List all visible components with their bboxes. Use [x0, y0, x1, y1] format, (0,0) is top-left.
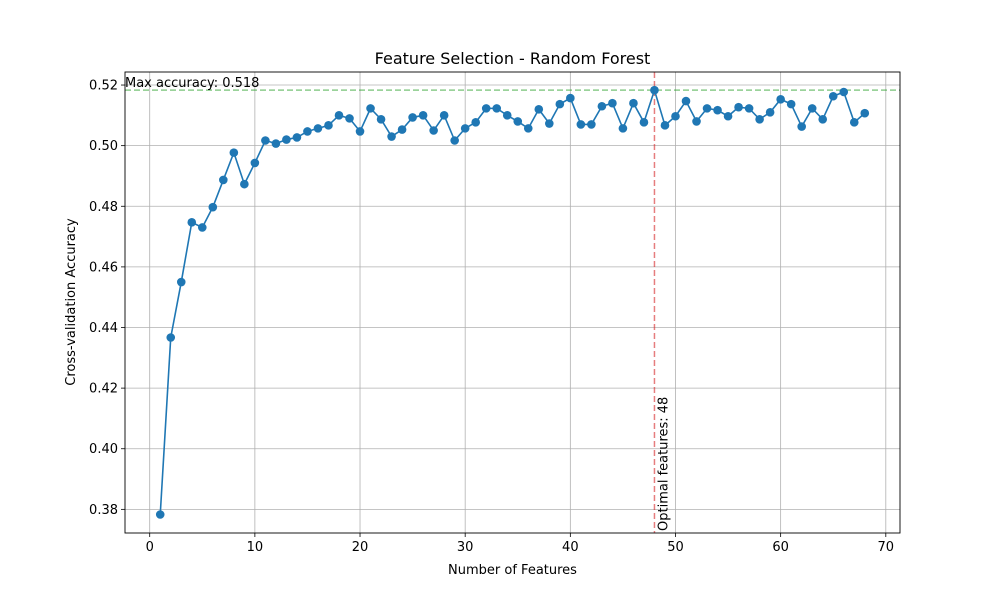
- data-point: [208, 202, 218, 212]
- data-point: [849, 118, 859, 127]
- data-point: [492, 104, 502, 113]
- data-point: [755, 114, 764, 124]
- data-point: [576, 120, 586, 129]
- data-point: [797, 122, 806, 131]
- axes: 0 10 20 30 40 50 60 70 0.38 0.40 0.42 0.44 0.46 0.48 0…: [89, 71, 901, 555]
- data-point: [155, 510, 165, 519]
- data-point: [618, 124, 628, 133]
- chart-title: Feature Selection - Random Forest: [375, 49, 651, 68]
- data-point: [481, 104, 491, 113]
- data-point: [166, 333, 176, 342]
- series-accuracy: [155, 85, 870, 519]
- x-tick-label: 20: [352, 540, 369, 555]
- data-point: [219, 175, 228, 185]
- data-point: [523, 124, 533, 133]
- data-point: [629, 98, 638, 108]
- data-point: [692, 117, 701, 126]
- data-point: [597, 101, 607, 111]
- plot-frame: [124, 71, 901, 534]
- data-point: [303, 127, 312, 136]
- data-point: [671, 111, 680, 121]
- y-tick-label: 0.48: [89, 200, 118, 215]
- x-tick-label: 60: [772, 540, 789, 555]
- data-point: [345, 114, 354, 123]
- data-point: [176, 277, 186, 287]
- data-point: [439, 111, 449, 120]
- data-point: [734, 102, 743, 112]
- x-tick-label: 70: [878, 540, 895, 555]
- y-tick-label: 0.52: [89, 79, 118, 94]
- data-point: [839, 87, 849, 97]
- y-tick-label: 0.50: [89, 139, 118, 154]
- data-point: [681, 96, 691, 106]
- data-point: [545, 119, 554, 128]
- grid: [125, 72, 900, 533]
- optimal-features-annotation: Optimal features: 48: [656, 397, 671, 531]
- data-point: [513, 117, 523, 126]
- data-point: [639, 118, 649, 127]
- data-point: [471, 118, 480, 127]
- y-tick-label: 0.46: [89, 260, 118, 275]
- data-point: [765, 108, 775, 117]
- x-tick-label: 10: [247, 540, 264, 555]
- data-point: [744, 104, 754, 113]
- data-point: [366, 104, 375, 113]
- data-point: [282, 135, 291, 144]
- data-point: [502, 111, 512, 120]
- y-tick-label: 0.40: [89, 442, 118, 457]
- x-axis-label: Number of Features: [448, 563, 577, 578]
- data-point: [313, 124, 323, 133]
- y-axis-label: Cross-validation Accuracy: [64, 218, 79, 386]
- data-point: [534, 104, 544, 114]
- data-point: [240, 179, 249, 189]
- data-point: [387, 132, 396, 141]
- data-point: [460, 124, 470, 133]
- data-point: [376, 114, 386, 124]
- data-point: [776, 94, 785, 104]
- data-point: [450, 136, 459, 145]
- data-point: [355, 127, 365, 136]
- data-point: [261, 136, 270, 145]
- x-tick-label: 30: [457, 540, 474, 555]
- data-point: [271, 139, 281, 148]
- data-point: [608, 98, 617, 108]
- data-point: [660, 121, 670, 130]
- data-point: [429, 126, 438, 135]
- data-point: [197, 223, 207, 232]
- data-point: [713, 105, 722, 115]
- data-point: [650, 85, 659, 95]
- y-tick-label: 0.44: [89, 321, 118, 336]
- data-point: [250, 158, 260, 168]
- data-point: [587, 120, 596, 129]
- data-point: [397, 125, 407, 134]
- data-point: [292, 133, 302, 142]
- data-point: [555, 99, 565, 109]
- data-point: [818, 114, 828, 124]
- data-point: [566, 93, 575, 103]
- data-point: [408, 113, 417, 122]
- y-tick-label: 0.42: [89, 382, 118, 397]
- data-point: [786, 99, 796, 109]
- data-point: [828, 91, 838, 101]
- data-point: [334, 111, 344, 120]
- data-point: [229, 148, 239, 157]
- data-point: [807, 104, 817, 113]
- data-point: [723, 111, 733, 121]
- data-point: [702, 104, 712, 113]
- x-tick-label: 40: [562, 540, 579, 555]
- x-tick-label: 0: [146, 540, 154, 555]
- data-point: [860, 108, 870, 118]
- x-tick-label: 50: [667, 540, 684, 555]
- data-point: [324, 121, 333, 130]
- data-point: [418, 111, 428, 120]
- reference-lines: [125, 72, 900, 533]
- max-accuracy-annotation: Max accuracy: 0.518: [125, 76, 259, 91]
- data-point: [187, 218, 197, 227]
- y-tick-label: 0.38: [89, 503, 118, 518]
